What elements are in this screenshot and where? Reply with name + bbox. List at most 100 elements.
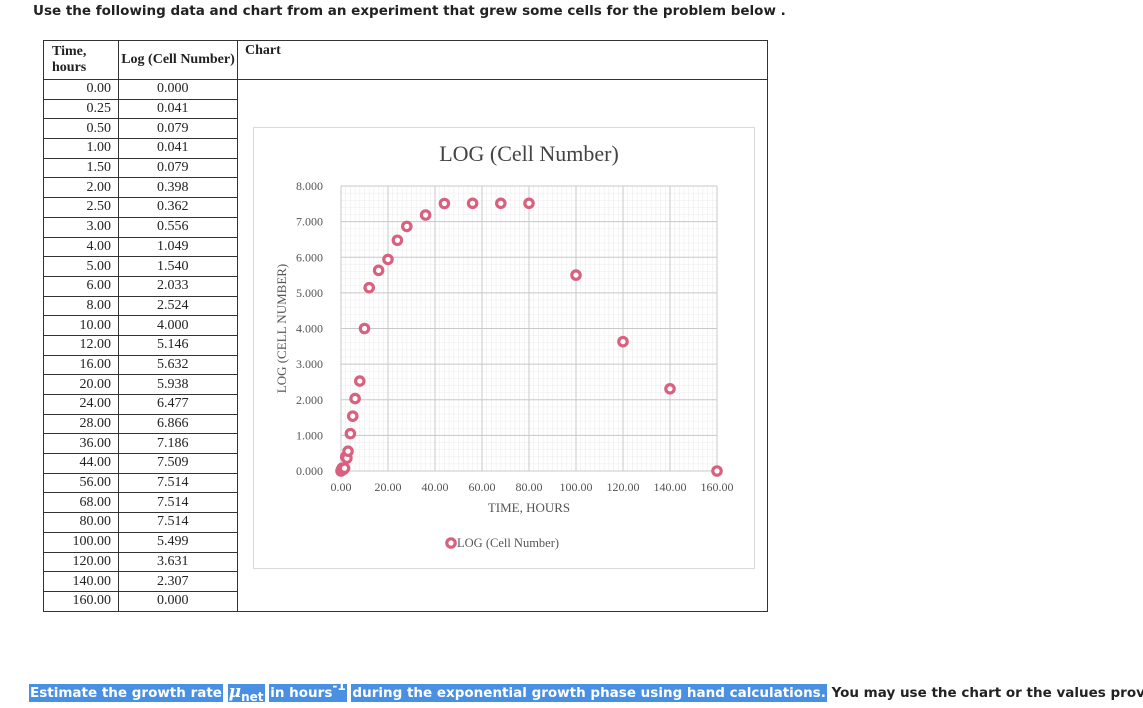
time-cell: 68.00 [43,492,119,514]
table-row: 16.00 5.632 [43,354,768,376]
mu-net-symbol: μnet [227,682,265,704]
x-tick-label: 0.00 [331,480,352,494]
time-cell: 1.00 [43,138,119,159]
question-hours: in hours [270,685,333,701]
time-cell: 56.00 [43,472,119,494]
table-row: 10.00 4.000 [43,315,768,336]
time-cell: 1.50 [43,157,119,179]
x-tick-label: 40.00 [422,480,449,494]
header-chart: Chart [237,40,768,80]
scatter-chart: LOG (Cell Number) 0.00 20.00 40.00 60.00 80.0… [274,141,734,550]
table-row: 6.00 2.033 [43,275,768,297]
x-tick-label: 100.00 [560,480,593,494]
chart-frame: LOG (Cell Number) 0.00 20.00 40.00 60.00 80.0… [253,127,755,569]
x-tick-label: 140.00 [654,480,687,494]
log-cell-number-cell: 0.079 [118,118,238,140]
log-cell-number-cell: 1.049 [118,236,238,258]
log-cell-number-cell: 5.632 [118,354,238,376]
time-cell: 12.00 [43,334,119,356]
data-point [344,427,357,440]
time-cell: 100.00 [43,531,119,553]
log-cell-number-cell: 6.477 [118,394,238,415]
data-point [358,322,371,335]
data-point [523,197,535,210]
time-cell: 2.00 [43,177,119,199]
log-cell-number-cell: 4.000 [118,315,238,336]
x-tick-label: 80.00 [516,480,543,494]
log-cell-number-cell: 2.524 [118,295,238,317]
data-point [419,209,432,221]
time-cell: 80.00 [43,512,119,533]
time-cell: 160.00 [43,590,119,612]
time-cell: 44.00 [43,453,119,474]
time-cell: 120.00 [43,551,119,573]
table-row: 68.00 7.514 [43,492,768,514]
table-row: 0.00 0.000 [43,79,768,612]
data-point [391,234,404,247]
question-rest: You may use the chart or the values prov… [831,685,1143,701]
y-axis-label: LOG (CELL NUMBER) [274,264,289,394]
log-cell-number-cell: 7.514 [118,512,238,533]
table-row: 56.00 7.514 [43,472,768,494]
log-cell-number-cell: 0.079 [118,157,238,179]
table-row: 140.00 2.307 [43,571,768,592]
log-cell-number-cell: 5.146 [118,334,238,356]
log-cell-number-cell: 6.866 [118,413,238,435]
time-cell: 140.00 [43,571,119,592]
data-point [342,445,354,457]
time-cell: 10.00 [43,315,119,336]
data-point [664,383,676,395]
log-cell-number-cell: 3.631 [118,551,238,573]
log-cell-number-cell: 0.041 [118,138,238,159]
time-cell: 20.00 [43,374,119,395]
table-row: 28.00 6.866 [43,413,768,435]
data-point [349,392,361,405]
time-cell: 3.00 [43,216,119,238]
mu-symbol: μ [228,682,242,702]
y-tick-label: 3.000 [296,357,323,371]
log-cell-number-cell: 7.514 [118,492,238,514]
log-cell-number-cell: 0.000 [118,590,238,612]
data-point [438,197,451,210]
time-cell: 0.25 [43,98,119,120]
log-cell-number-cell: 5.938 [118,374,238,395]
question-text: Estimate the growth rate μnet in hours-1… [29,675,1143,708]
x-axis-label: TIME, HOURS [488,500,570,515]
time-cell: 16.00 [43,354,119,376]
x-tick-label: 20.00 [375,480,402,494]
data-point [570,269,582,281]
data-point [338,462,351,474]
log-cell-number-cell: 5.499 [118,531,238,553]
log-cell-number-cell: 0.398 [118,177,238,199]
table-row: 44.00 7.509 [43,453,768,474]
time-cell: 8.00 [43,295,119,317]
table-row: 8.00 2.524 [43,295,768,317]
table-row: 80.00 7.514 [43,512,768,533]
log-cell-number-cell: 7.186 [118,433,238,455]
log-cell-number-cell: 2.307 [118,571,238,592]
table-row: 160.00 0.000 [43,590,768,612]
intro-text: Use the following data and chart from an… [33,3,786,19]
header-time: Time, hours [43,40,119,80]
time-cell: 36.00 [43,433,119,455]
data-point [346,410,359,422]
data-point [617,335,629,348]
log-cell-number-cell: 0.041 [118,98,238,120]
data-point [495,197,507,210]
question-highlight-3: during the exponential growth phase usin… [351,684,827,702]
data-point [466,197,479,210]
time-cell: 2.50 [43,197,119,218]
time-cell: 0.50 [43,118,119,140]
header-log-cell-number: Log (Cell Number) [118,40,238,80]
table-row: 2.50 0.362 [43,197,768,218]
log-cell-number-cell: 0.000 [118,79,238,100]
legend-label: LOG (Cell Number) [457,536,559,550]
question-highlight-1: Estimate the growth rate [29,684,223,702]
legend-marker [445,537,457,549]
time-cell: 6.00 [43,275,119,297]
table-row: 20.00 5.938 [43,374,768,395]
y-tick-label: 0.000 [296,464,323,478]
question-superscript: -1 [332,679,346,693]
log-cell-number-cell: 1.540 [118,256,238,277]
log-cell-number-cell: 2.033 [118,275,238,297]
